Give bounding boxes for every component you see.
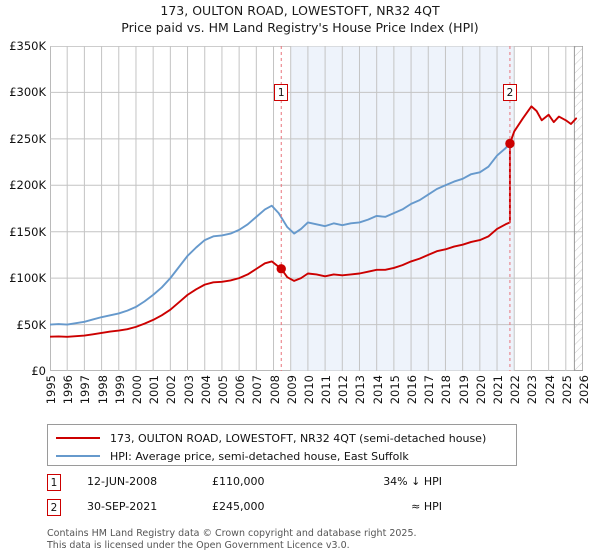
y-tick-label: £300K [9, 85, 46, 100]
row-hpi-delta: 34% ↓ HPI [383, 475, 442, 488]
table-row: 1 12-JUN-2008 £110,000 34% ↓ HPI [47, 472, 517, 497]
x-tick-label: 2016 [405, 375, 420, 405]
x-tick-label: 2019 [456, 375, 471, 405]
y-tick-label: £250K [9, 131, 46, 146]
table-row: 2 30-SEP-2021 £245,000 ≈ HPI [47, 497, 517, 522]
x-tick-label: 2026 [577, 375, 591, 405]
transactions-table: 1 12-JUN-2008 £110,000 34% ↓ HPI 2 30-SE… [47, 472, 517, 522]
marker-points [276, 138, 515, 274]
chart-callout-1: 1 [274, 84, 289, 102]
row-number-badge: 2 [47, 499, 61, 516]
row-price: £110,000 [212, 475, 265, 488]
legend-label-hpi: HPI: Average price, semi-detached house,… [110, 449, 409, 463]
x-tick-label: 2008 [267, 375, 282, 405]
x-tick-label: 2005 [215, 375, 230, 405]
y-tick-label: £100K [9, 271, 46, 286]
hatched-band [573, 46, 583, 371]
legend-item-hpi: HPI: Average price, semi-detached house,… [56, 446, 409, 466]
x-tick-label: 2006 [233, 375, 248, 405]
gridlines [50, 46, 583, 371]
footer-line-2: This data is licensed under the Open Gov… [47, 539, 350, 551]
title-address: 173, OULTON ROAD, LOWESTOFT, NR32 4QT [160, 3, 440, 18]
x-tick-label: 1999 [112, 375, 127, 405]
x-tick-label: 2002 [164, 375, 179, 405]
title-subtitle: Price paid vs. HM Land Registry's House … [121, 20, 479, 35]
x-tick-label: 2022 [508, 375, 523, 405]
x-tick-label: 1996 [61, 375, 76, 405]
x-tick-label: 2015 [387, 375, 402, 405]
page-title: 173, OULTON ROAD, LOWESTOFT, NR32 4QT Pr… [0, 2, 600, 36]
x-tick-label: 2014 [370, 375, 385, 405]
x-tick-label: 2018 [439, 375, 454, 405]
x-tick-label: 2017 [422, 375, 437, 405]
plot-svg [50, 46, 583, 371]
x-tick-label: 1997 [78, 375, 93, 405]
row-number-badge: 1 [47, 474, 61, 491]
x-tick-label: 2024 [542, 375, 557, 405]
x-tick-label: 2003 [181, 375, 196, 405]
x-tick-label: 2010 [301, 375, 316, 405]
chart-callout-2: 2 [502, 84, 517, 102]
y-tick-label: £150K [9, 224, 46, 239]
row-price: £245,000 [212, 500, 265, 513]
x-tick-label: 2007 [250, 375, 265, 405]
x-tick-label: 2009 [284, 375, 299, 405]
legend-swatch-price-paid [56, 437, 100, 439]
x-tick-label: 1998 [95, 375, 110, 405]
y-tick-label: £0 [31, 364, 46, 378]
legend-label-price-paid: 173, OULTON ROAD, LOWESTOFT, NR32 4QT (s… [110, 431, 487, 445]
x-tick-label: 2004 [198, 375, 213, 405]
footer-line-1: Contains HM Land Registry data © Crown c… [47, 528, 417, 539]
y-tick-label: £50K [16, 317, 47, 332]
row-hpi-delta: ≈ HPI [411, 500, 442, 513]
x-tick-label: 2023 [525, 375, 540, 405]
x-tick-label: 2025 [559, 375, 574, 405]
legend-swatch-hpi [56, 455, 100, 457]
x-tick-label: 2020 [473, 375, 488, 405]
row-date: 12-JUN-2008 [87, 475, 158, 488]
x-tick-label: 2013 [353, 375, 368, 405]
footer-attribution: Contains HM Land Registry data © Crown c… [47, 528, 567, 551]
x-tick-label: 2000 [129, 375, 144, 405]
x-tick-label: 2021 [491, 375, 506, 405]
chart-legend: 173, OULTON ROAD, LOWESTOFT, NR32 4QT (s… [47, 424, 517, 466]
row-date: 30-SEP-2021 [87, 500, 158, 513]
x-tick-label: 2001 [147, 375, 162, 405]
y-tick-label: £200K [9, 178, 46, 193]
x-tick-label: 1995 [44, 375, 58, 405]
y-tick-label: £350K [9, 39, 46, 53]
legend-item-price-paid: 173, OULTON ROAD, LOWESTOFT, NR32 4QT (s… [56, 428, 486, 448]
x-tick-label: 2011 [319, 375, 334, 405]
x-tick-label: 2012 [336, 375, 351, 405]
